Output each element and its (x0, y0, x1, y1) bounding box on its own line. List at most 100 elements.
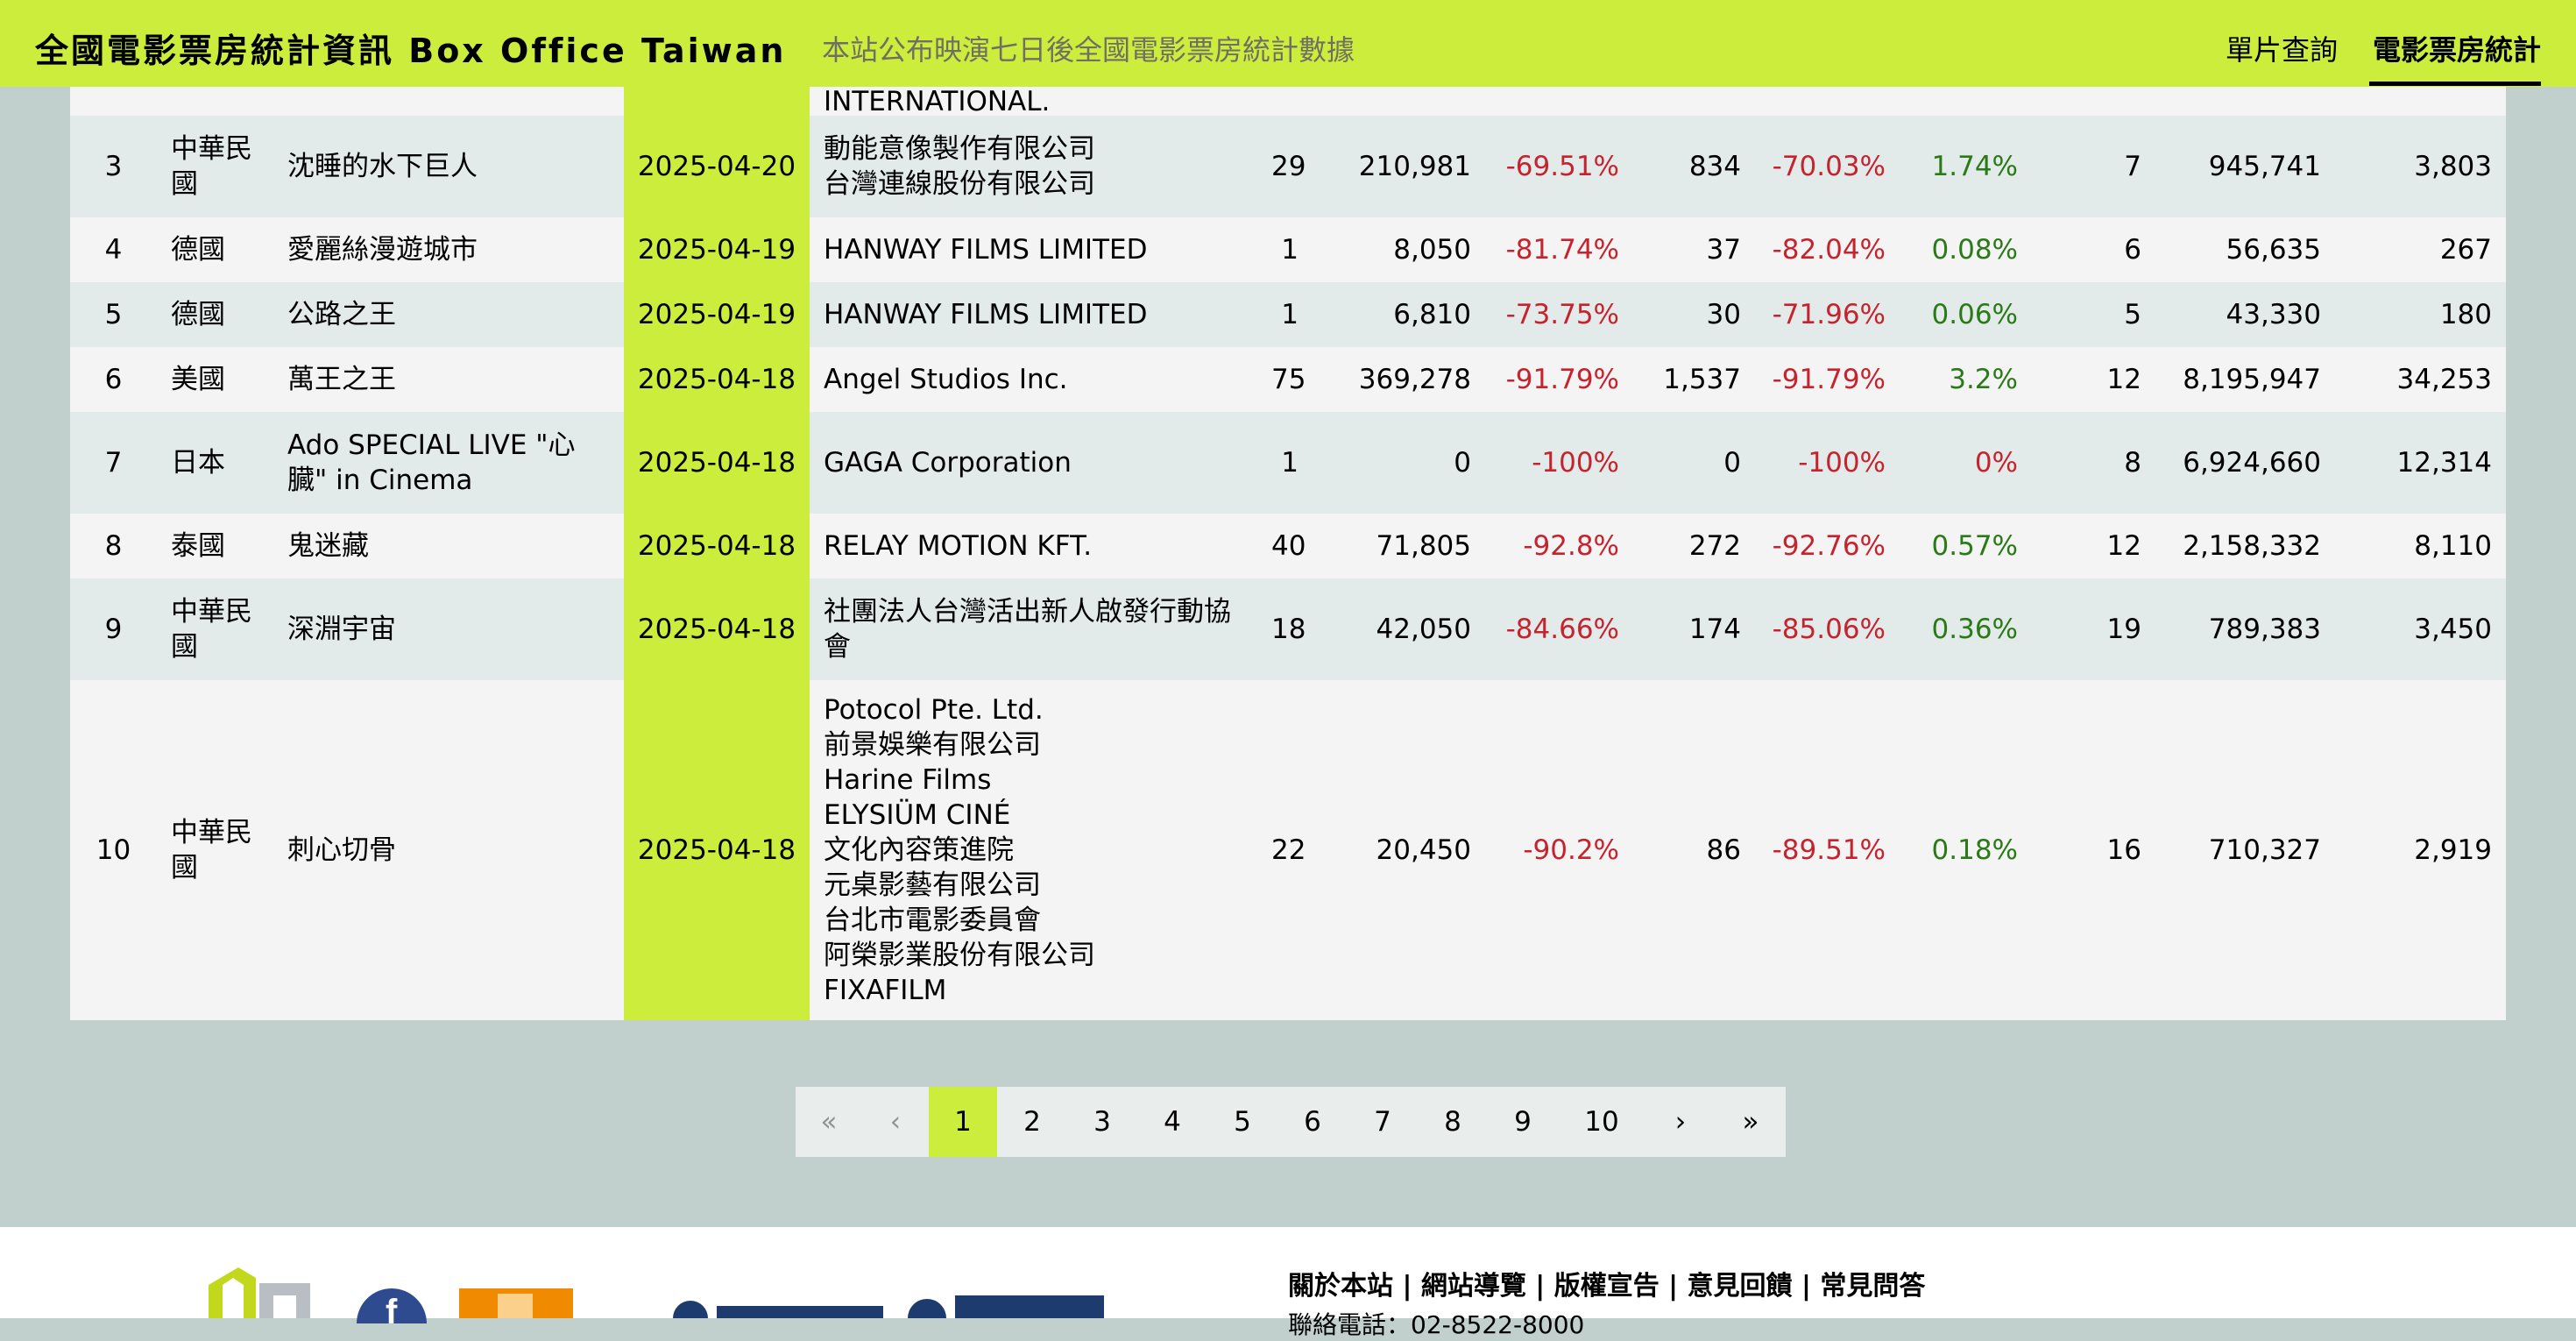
site-brand[interactable]: 全國電影票房統計資訊 Box Office Taiwan (35, 32, 787, 70)
days-showing-cell: 8 (2032, 412, 2155, 514)
distributor-name: 文化內容策進院 (824, 834, 1014, 866)
weekly-revenue-cell: 0 (1313, 412, 1485, 514)
distributor-cell: RELAY MOTION KFT. (810, 514, 1257, 578)
days-showing-cell: 12 (2032, 347, 2155, 412)
country-line: 國 (171, 631, 198, 663)
distributor-name: HANWAY FILMS LIMITED (824, 234, 1148, 266)
weekly-revenue-cell: 42,050 (1313, 578, 1485, 680)
nav-active-underline (2369, 82, 2541, 86)
film-title-cell[interactable]: 刺心切骨 (273, 680, 624, 1020)
tickets-change-cell: -70.03% (1755, 116, 1900, 217)
distributor-name: 社團法人台灣活出新人啟發行動協會 (824, 596, 1231, 663)
release-date-cell: 2025-04-18 (624, 680, 810, 1020)
film-title-cell[interactable]: 愛麗絲漫遊城市 (273, 217, 624, 282)
distributor-cell: Angel Studios Inc. (810, 347, 1257, 412)
total-tickets-cell: 3,450 (2335, 578, 2506, 680)
country-cell: 德國 (157, 217, 273, 282)
film-title-cell[interactable]: Ado SPECIAL LIVE "心臓" in Cinema (273, 412, 624, 514)
tickets-change-cell: -91.79% (1755, 347, 1900, 412)
pagination-last[interactable]: » (1742, 1106, 1759, 1138)
weekly-tickets-cell: 86 (1633, 680, 1755, 1020)
total-tickets-cell: 34,253 (2335, 347, 2506, 412)
table-body: INTERNATIONAL. 3 中華民國沈睡的水下巨人 2025-04-20 動能意… (70, 68, 2506, 1020)
film-title-cell[interactable]: 萬王之王 (273, 347, 624, 412)
country-line: 美國 (171, 364, 225, 395)
distributor-cell: HANWAY FILMS LIMITED (810, 217, 1257, 282)
rank-cell: 8 (70, 514, 157, 578)
days-showing-cell: 16 (2032, 680, 2155, 1020)
revenue-change-cell: -91.79% (1485, 347, 1633, 412)
pagination-page-4[interactable]: 4 (1164, 1106, 1181, 1138)
weekly-revenue-cell: 210,981 (1313, 116, 1485, 217)
country-line: 日本 (171, 447, 225, 479)
theaters-cell: 1 (1257, 282, 1313, 347)
weekly-revenue-cell: 369,278 (1313, 347, 1485, 412)
country-cell: 中華民國 (157, 578, 273, 680)
table-row: 7 日本 Ado SPECIAL LIVE "心臓" in Cinema 2025-0… (70, 412, 2506, 514)
pagination: « ‹ 1 2 3 4 5 6 7 8 9 10 › » (796, 1087, 1786, 1157)
total-tickets-cell: 12,314 (2335, 412, 2506, 514)
distributor-name: ELYSIÜM CINÉ (824, 799, 1011, 831)
pagination-page-7[interactable]: 7 (1374, 1106, 1391, 1138)
distributor-partial: INTERNATIONAL. (824, 86, 1051, 116)
footer-links[interactable]: 關於本站 | 網站導覽 | 版權宣告 | 意見回饋 | 常見問答 (1288, 1271, 1926, 1302)
theaters-cell: 29 (1257, 116, 1313, 217)
country-line: 中華民 (171, 596, 252, 628)
weekly-tickets-cell: 174 (1633, 578, 1755, 680)
market-share-cell: 0.06% (1900, 282, 2032, 347)
distributor-name: 元桌影藝有限公司 (824, 869, 1041, 901)
market-share-cell: 3.2% (1900, 347, 2032, 412)
theaters-cell: 1 (1257, 217, 1313, 282)
weekly-revenue-cell: 20,450 (1313, 680, 1485, 1020)
rank-cell: 9 (70, 578, 157, 680)
distributor-name: 動能意像製作有限公司 (824, 133, 1095, 165)
film-title-cell[interactable]: 深淵宇宙 (273, 578, 624, 680)
tickets-change-cell: -100% (1755, 412, 1900, 514)
theaters-cell: 40 (1257, 514, 1313, 578)
pagination-next[interactable]: › (1674, 1106, 1687, 1138)
market-share-cell: 0.36% (1900, 578, 2032, 680)
distributor-name: 台北市電影委員會 (824, 905, 1041, 936)
weekly-tickets-cell: 1,537 (1633, 347, 1755, 412)
country-cell: 德國 (157, 282, 273, 347)
release-date-cell: 2025-04-19 (624, 217, 810, 282)
total-revenue-cell: 945,741 (2155, 116, 2335, 217)
pagination-page-10[interactable]: 10 (1584, 1106, 1619, 1138)
film-title-cell[interactable]: 沈睡的水下巨人 (273, 116, 624, 217)
distributor-name: GAGA Corporation (824, 447, 1072, 479)
facebook-icon[interactable]: f (354, 1288, 429, 1323)
country-cell: 中華民國 (157, 680, 273, 1020)
total-revenue-cell: 710,327 (2155, 680, 2335, 1020)
table-row: 6 美國 萬王之王 2025-04-18 Angel Studios Inc. 75 369… (70, 347, 2506, 412)
distributor-name: FIXAFILM (824, 975, 947, 1006)
total-revenue-cell: 789,383 (2155, 578, 2335, 680)
market-share-cell: 1.74% (1900, 116, 2032, 217)
pagination-page-9[interactable]: 9 (1514, 1106, 1532, 1138)
pagination-page-2[interactable]: 2 (1023, 1106, 1041, 1138)
pagination-page-5[interactable]: 5 (1234, 1106, 1251, 1138)
pagination-page-3[interactable]: 3 (1093, 1106, 1111, 1138)
country-line: 國 (171, 168, 198, 200)
market-share-cell: 0.18% (1900, 680, 2032, 1020)
pagination-page-1[interactable]: 1 (929, 1087, 997, 1157)
distributor-cell: HANWAY FILMS LIMITED (810, 282, 1257, 347)
site-footer: f 關於本站 | 網站導覽 | 版權宣告 | 意見回饋 | 常見問答 聯絡電話：… (0, 1227, 2576, 1339)
rank-cell: 7 (70, 412, 157, 514)
pagination-page-6[interactable]: 6 (1304, 1106, 1321, 1138)
tickets-change-cell: -85.06% (1755, 578, 1900, 680)
film-title-cell[interactable]: 公路之王 (273, 282, 624, 347)
theaters-cell: 1 (1257, 412, 1313, 514)
pagination-page-8[interactable]: 8 (1444, 1106, 1461, 1138)
country-line: 德國 (171, 299, 225, 330)
country-cell: 日本 (157, 412, 273, 514)
distributor-cell: Potocol Pte. Ltd. 前景娛樂有限公司 Harine Films ELY… (810, 680, 1257, 1020)
days-showing-cell: 7 (2032, 116, 2155, 217)
tickets-change-cell: -89.51% (1755, 680, 1900, 1020)
weekly-tickets-cell: 37 (1633, 217, 1755, 282)
nav-single-film-query[interactable]: 單片查詢 (2226, 33, 2339, 67)
weekly-tickets-cell: 272 (1633, 514, 1755, 578)
weekly-tickets-cell: 0 (1633, 412, 1755, 514)
nav-box-office-stats[interactable]: 電影票房統計 (2373, 33, 2542, 67)
film-title-cell[interactable]: 鬼迷藏 (273, 514, 624, 578)
table-row: 10 中華民國刺心切骨 2025-04-18 Potocol Pte. Ltd. 前景娛… (70, 680, 2506, 1020)
